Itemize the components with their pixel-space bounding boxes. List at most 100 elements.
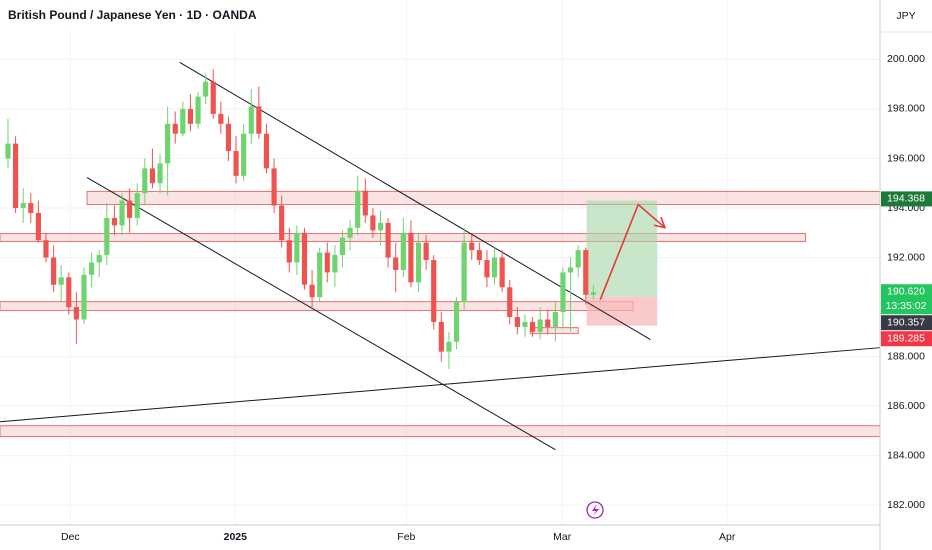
candle-body xyxy=(537,319,543,332)
candle-body xyxy=(583,250,589,295)
candle-body xyxy=(210,81,216,114)
candle-body xyxy=(233,151,239,176)
candle-body xyxy=(507,287,513,317)
candle-body xyxy=(195,96,201,124)
candle-body xyxy=(469,242,475,251)
trend-line xyxy=(0,347,881,423)
lightning-icon[interactable] xyxy=(586,501,604,519)
candle-body xyxy=(423,242,429,261)
candle-body xyxy=(438,321,444,352)
price-label-box xyxy=(881,331,932,347)
candle-body xyxy=(142,168,148,194)
candle-body xyxy=(309,284,315,298)
candle-body xyxy=(218,113,224,124)
candle-body xyxy=(408,232,414,283)
candle-body xyxy=(590,292,596,295)
candle-body xyxy=(317,252,323,298)
drawings-layer xyxy=(0,61,881,451)
projection-arrow xyxy=(599,203,666,300)
candles-layer xyxy=(5,69,596,369)
candle-body xyxy=(514,316,520,327)
candle-body xyxy=(58,277,64,285)
candle-body xyxy=(73,307,79,320)
candle-body xyxy=(400,232,406,270)
icon-bolt xyxy=(592,504,599,516)
candle-body xyxy=(180,108,186,134)
candle-body xyxy=(104,217,110,256)
candle-body xyxy=(294,232,300,263)
candle-body xyxy=(35,212,41,241)
candle-body xyxy=(301,232,308,285)
trend-line xyxy=(86,177,556,451)
price-label-box xyxy=(881,284,932,315)
y-tick-label: 186.000 xyxy=(887,400,925,412)
candle-body xyxy=(339,237,346,256)
y-tick-label: 196.000 xyxy=(887,152,925,164)
zone xyxy=(0,425,881,438)
candle-body xyxy=(529,321,536,332)
candle-body xyxy=(149,168,156,184)
candle-body xyxy=(286,240,292,263)
candle-body xyxy=(5,143,11,159)
x-tick-label: Apr xyxy=(719,531,736,543)
candle-body xyxy=(134,193,140,218)
candle-body xyxy=(552,312,558,327)
x-tick-label: Feb xyxy=(397,531,415,543)
x-tick-label: Dec xyxy=(61,531,80,543)
y-tick-label: 182.000 xyxy=(887,499,925,511)
loss-zone xyxy=(586,296,658,326)
candle-body xyxy=(256,106,262,134)
candle-body xyxy=(51,257,57,285)
candle-body xyxy=(203,81,209,97)
candle-body xyxy=(248,106,254,134)
candle-body xyxy=(461,242,467,303)
candle-body xyxy=(263,133,270,169)
candle-body xyxy=(484,260,490,278)
candle-body xyxy=(66,277,72,308)
candle-body xyxy=(172,123,178,134)
y-tick-label: 192.000 xyxy=(887,251,925,263)
icon-circle xyxy=(586,501,604,519)
candle-body xyxy=(81,274,87,320)
candle-body xyxy=(415,242,422,283)
candle-body xyxy=(111,217,118,226)
y-tick-label: 188.000 xyxy=(887,350,925,362)
candle-body xyxy=(165,123,171,164)
candle-body xyxy=(157,163,163,184)
candle-body xyxy=(347,227,353,238)
y-tick-label: 200.000 xyxy=(887,53,925,65)
candle-body xyxy=(499,257,505,288)
candle-body xyxy=(453,302,460,342)
candle-body xyxy=(575,250,581,268)
candle-body xyxy=(560,272,566,313)
axis-layer: 200.000198.000196.000194.000192.000188.0… xyxy=(61,53,932,543)
candle-body xyxy=(393,257,399,270)
candle-body xyxy=(431,260,437,322)
grid-layer xyxy=(0,0,880,525)
x-tick-label: Mar xyxy=(553,531,572,543)
candle-body xyxy=(28,203,34,213)
x-tick-label: 2025 xyxy=(224,531,248,543)
zone xyxy=(0,301,634,312)
candle-body xyxy=(127,200,133,218)
candle-body xyxy=(332,255,338,273)
chart-title: British Pound / Japanese Yen · 1D · OAND… xyxy=(8,8,257,22)
candle-body xyxy=(491,257,498,278)
price-label-box xyxy=(881,315,932,331)
candle-body xyxy=(370,215,376,231)
candle-body xyxy=(355,190,361,228)
price-label: 189.285 xyxy=(887,333,925,345)
countdown-label: 13:35:02 xyxy=(886,300,927,312)
candle-body xyxy=(20,203,26,209)
title-backdrop xyxy=(0,0,330,32)
price-label: 190.357 xyxy=(887,317,925,329)
candle-body xyxy=(13,143,19,209)
candle-body xyxy=(522,321,528,327)
candle-body xyxy=(119,200,125,226)
currency-label[interactable]: JPY xyxy=(896,10,915,22)
candle-body xyxy=(187,108,194,124)
candle-body xyxy=(271,168,277,206)
price-label: 194.368 xyxy=(887,193,925,205)
